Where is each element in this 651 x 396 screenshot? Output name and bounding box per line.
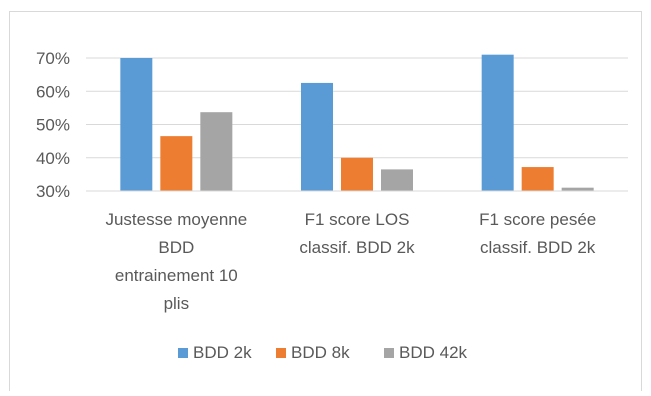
legend: BDD 2k BDD 8k BDD 42k: [178, 343, 468, 362]
chart-frame: [9, 11, 642, 391]
legend-swatch: [384, 348, 394, 358]
y-axis-ticks: 30% 40% 50% 60% 70%: [36, 49, 70, 201]
bar-bdd-42k-cat-0: [200, 112, 233, 191]
bar-bdd-2k-cat-2: [481, 54, 514, 191]
y-tick-label: 70%: [36, 49, 70, 68]
legend-swatch: [276, 348, 286, 358]
category-label-line: F1 score LOS: [305, 210, 410, 229]
bars: [120, 54, 594, 191]
y-tick-label: 60%: [36, 82, 70, 101]
category-label-line: Justesse moyenne: [105, 210, 247, 229]
y-tick-label: 30%: [36, 182, 70, 201]
legend-label: BDD 42k: [399, 343, 468, 362]
y-tick-label: 40%: [36, 149, 70, 168]
bar-bdd-8k-cat-1: [341, 157, 373, 191]
category-label-line: BDD: [158, 238, 194, 257]
category-label: Justesse moyenne BDD entrainement 10 plis: [105, 210, 247, 313]
category-label-line: plis: [164, 294, 190, 313]
legend-label: BDD 2k: [193, 343, 252, 362]
bar-bdd-8k-cat-0: [160, 136, 193, 191]
bar-bdd-2k-cat-0: [120, 58, 153, 191]
category-labels: Justesse moyenne BDD entrainement 10 plis F1…: [105, 210, 596, 313]
category-label: F1 score pesée classif. BDD 2k: [479, 210, 596, 257]
bar-bdd-2k-cat-1: [301, 82, 333, 191]
y-tick-label: 50%: [36, 116, 70, 135]
bar-bdd-42k-cat-1: [381, 169, 413, 191]
legend-swatch: [178, 348, 188, 358]
legend-label: BDD 8k: [291, 343, 350, 362]
category-label-line: classif. BDD 2k: [299, 238, 415, 257]
category-label-line: entrainement 10: [115, 266, 238, 285]
category-label: F1 score LOS classif. BDD 2k: [299, 210, 415, 257]
bar-bdd-8k-cat-2: [521, 167, 554, 191]
category-label-line: classif. BDD 2k: [480, 238, 596, 257]
category-label-line: F1 score pesée: [479, 210, 596, 229]
bar-bdd-42k-cat-2: [561, 187, 594, 191]
